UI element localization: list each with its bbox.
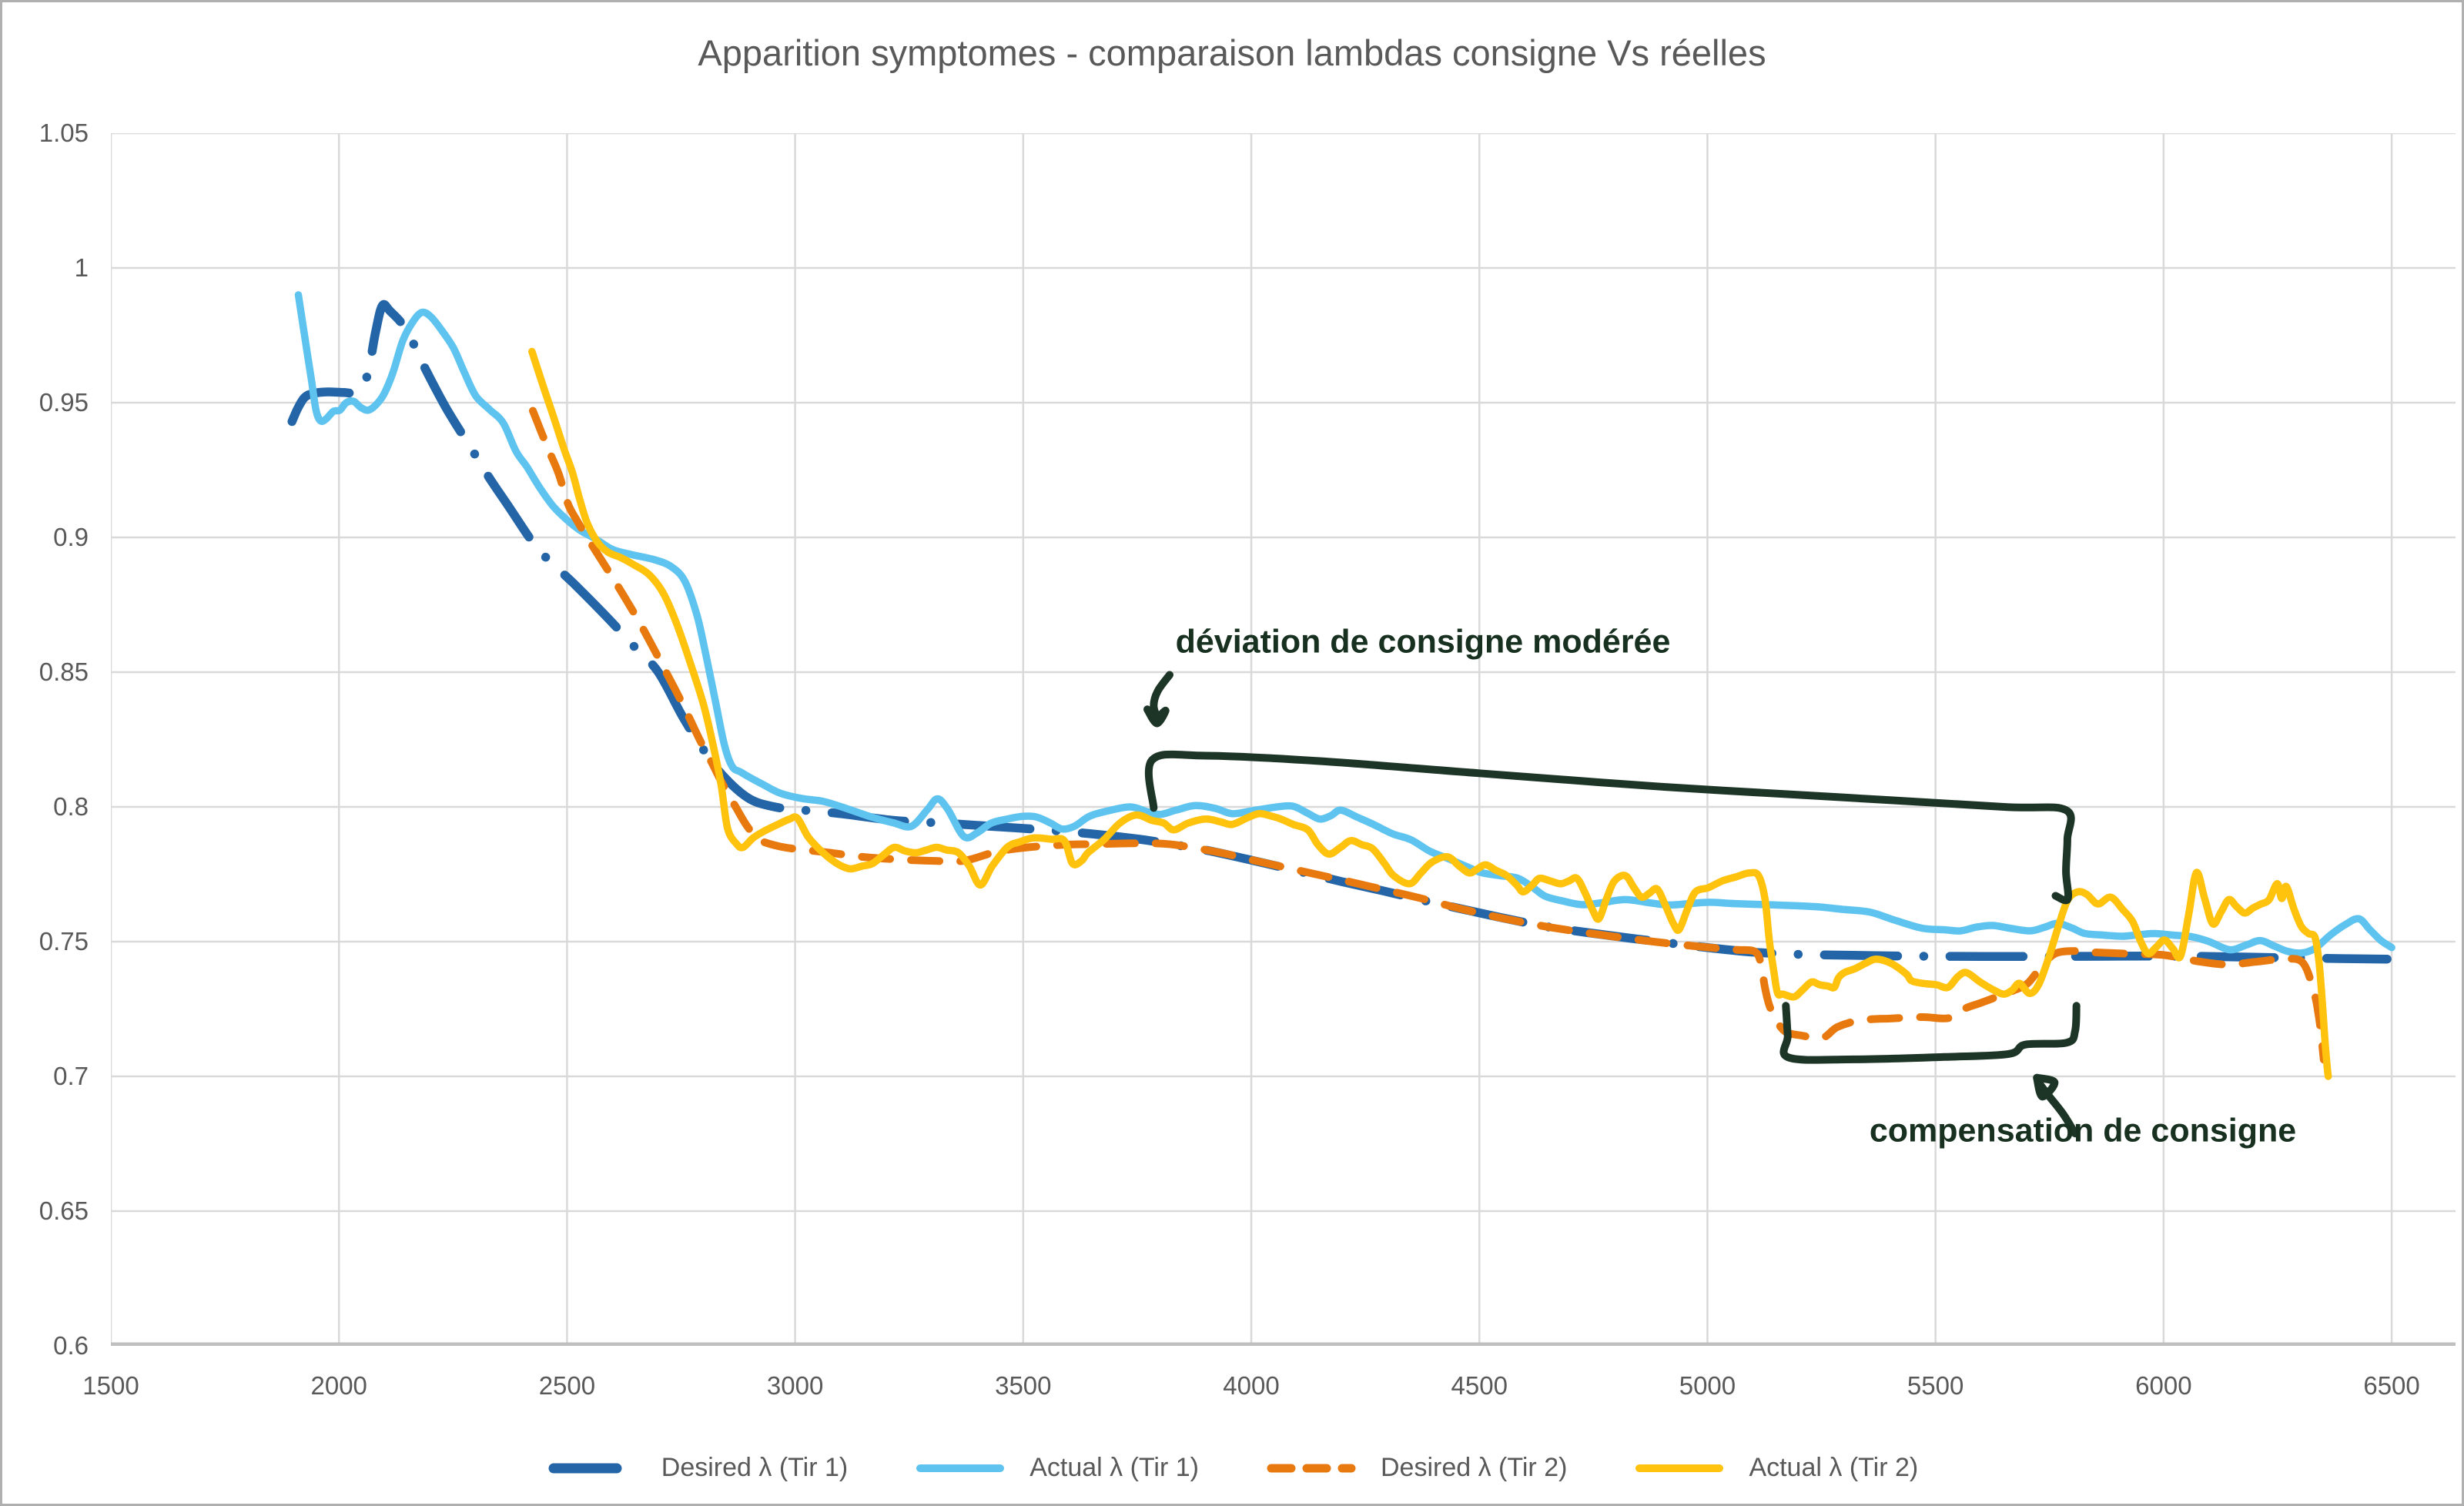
y-tick-label: 0.85 [38,658,89,686]
x-tick-label: 6000 [2135,1371,2192,1400]
x-tick-label: 3000 [766,1371,824,1400]
y-tick-label: 0.8 [53,792,89,821]
hand-drawn-annotations [1143,671,2081,1138]
legend-item-desired-tir-2[interactable]: Desired λ (Tir 2) [1265,1453,1567,1483]
x-tick-label: 4000 [1223,1371,1280,1400]
y-tick-label: 1 [74,253,89,282]
series-line-actual-tir-2[interactable] [528,347,2332,1080]
deviation-arrow-head-icon[interactable] [1143,705,1170,728]
x-tick-label: 4500 [1451,1371,1508,1400]
annotation-compensation-label[interactable]: compensation de consigne [1869,1112,2297,1150]
x-tick-label: 1500 [82,1371,139,1400]
legend-swatch-icon [1635,1464,1724,1472]
chart-title[interactable]: Apparition symptomes - comparaison lambd… [698,32,1766,73]
legend-swatch-icon [1267,1464,1356,1472]
deviation-arrow-shaft-icon[interactable] [1150,671,1173,724]
series-lines [287,291,2395,1080]
x-tick-label: 2500 [538,1371,596,1400]
y-tick-label: 0.65 [38,1196,89,1225]
series-line-desired-tir-2[interactable] [529,407,2328,1064]
x-tick-label: 3500 [995,1371,1052,1400]
legend-label: Actual λ (Tir 2) [1749,1453,1919,1482]
y-tick-label: 0.7 [53,1062,89,1090]
legend-label: Actual λ (Tir 1) [1029,1453,1199,1482]
legend-swatch-icon [916,1464,1005,1472]
legend-item-desired-tir-1[interactable]: Desired λ (Tir 1) [546,1453,848,1483]
x-tick-label: 5500 [1907,1371,1964,1400]
x-tick-label: 6500 [2363,1371,2420,1400]
legend-label: Desired λ (Tir 2) [1381,1453,1568,1482]
legend-label: Desired λ (Tir 1) [661,1453,849,1482]
legend-swatch-icon [548,1463,622,1473]
series-line-actual-tir-1[interactable] [294,291,2395,957]
x-tick-label: 5000 [1679,1371,1736,1400]
deviation-bracket[interactable] [1144,750,2075,905]
legend-item-actual-tir-2[interactable]: Actual λ (Tir 2) [1633,1453,1918,1483]
legend-item-actual-tir-1[interactable]: Actual λ (Tir 1) [914,1453,1199,1483]
compensation-arrow-head-icon[interactable] [2033,1073,2059,1101]
gridlines [111,133,2456,1346]
annotation-deviation-label[interactable]: déviation de consigne modérée [1175,623,1671,661]
y-tick-label: 0.9 [53,523,89,551]
plot-area[interactable] [111,133,2456,1346]
x-tick-label: 2000 [310,1371,367,1400]
chart-legend: Desired λ (Tir 1) Actual λ (Tir 1) Desired… [2,1453,2462,1483]
compensation-bracket[interactable] [1779,1002,2081,1064]
y-tick-label: 0.95 [38,388,89,417]
y-tick-label: 0.75 [38,927,89,955]
y-tick-label: 0.6 [53,1331,89,1360]
y-tick-label: 1.05 [38,119,89,147]
